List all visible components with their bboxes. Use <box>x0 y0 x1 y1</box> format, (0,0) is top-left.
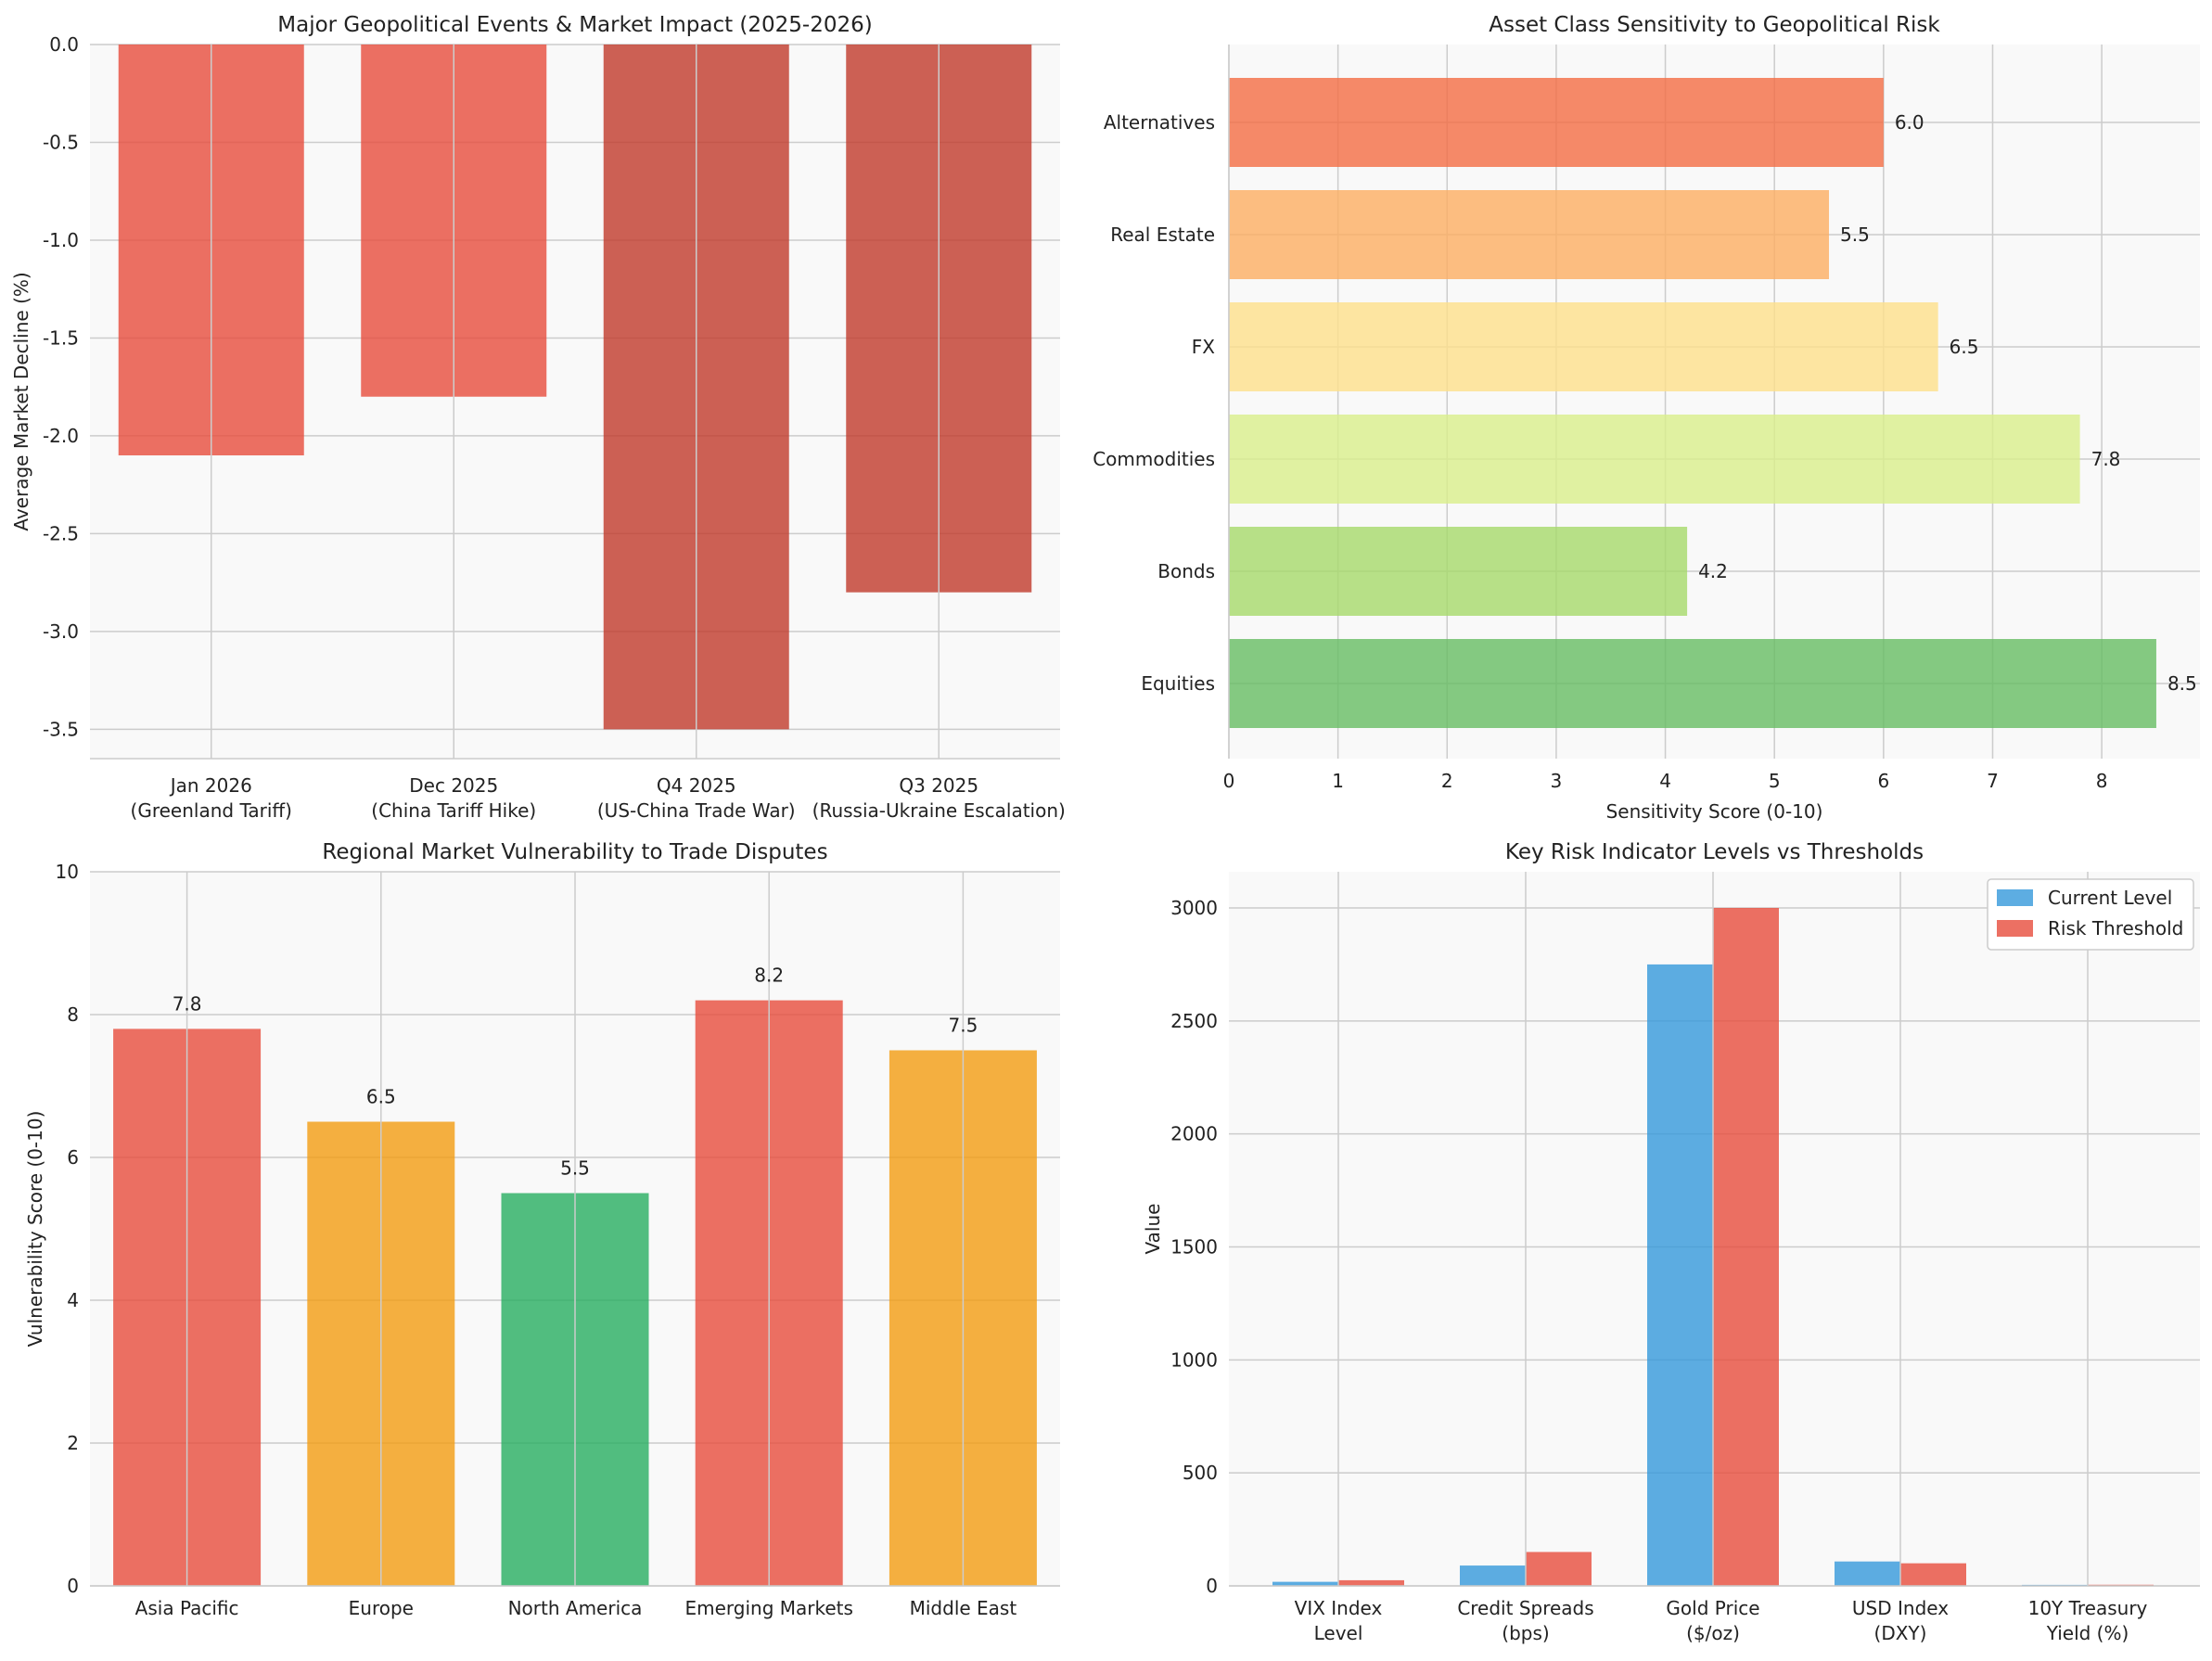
chart-title: Major Geopolitical Events & Market Impac… <box>277 13 872 37</box>
x-tick-label: Dec 2025 (China Tariff Hike) <box>371 774 536 822</box>
value-label: 7.8 <box>173 992 202 1015</box>
x-tick-label: Gold Price ($/oz) <box>1666 1597 1759 1644</box>
y-tick-label: 0 <box>67 1575 79 1597</box>
y-tick-label: 500 <box>1183 1462 1218 1484</box>
x-tick-label: 7 <box>1987 770 1999 792</box>
x-tick-label: VIX Index Level <box>1295 1597 1383 1644</box>
y-tick-label: 10 <box>56 861 79 883</box>
bar-fx <box>1229 302 1938 391</box>
chart-panel-3: 0 2 4 6 8 10 7.8 Asia Pacific 6.5 Europe 5.5 North … <box>24 840 1060 1619</box>
x-tick-label: Asia Pacific <box>135 1597 239 1619</box>
x-axis-label: Sensitivity Score (0-10) <box>1606 800 1823 823</box>
x-tick-label: 1 <box>1332 770 1344 792</box>
bar-alternatives <box>1229 78 1884 167</box>
legend-box <box>1987 878 2194 951</box>
legend-entry: Risk Threshold <box>2048 917 2183 939</box>
x-tick-label: USD Index (DXY) <box>1852 1597 1949 1644</box>
y-tick-label: 1500 <box>1170 1235 1218 1258</box>
x-tick-label: 10Y Treasury Yield (%) <box>2028 1597 2148 1644</box>
chart-panel-4: 0 500 1000 1500 2000 2500 3000 VIX Index Level Cr… <box>1142 840 2200 1644</box>
y-tick-label: -1.0 <box>43 229 79 251</box>
bar-commodities <box>1229 415 2080 504</box>
chart-title: Asset Class Sensitivity to Geopolitical … <box>1489 13 1940 37</box>
x-tick-label: 5 <box>1769 770 1781 792</box>
bar-bonds <box>1229 527 1688 616</box>
x-tick-label: Jan 2026 (Greenland Tariff) <box>131 774 292 822</box>
x-tick-label: Europe <box>349 1597 414 1619</box>
value-label: 5.5 <box>1840 224 1870 246</box>
bar-risk-threshold <box>1338 1579 1404 1586</box>
y-tick-label: -0.5 <box>43 131 79 153</box>
chart-panel-2: 0 1 2 3 4 5 6 7 8 Equities 8.5 Bonds 4.2 Commodities 7… <box>1093 13 2200 823</box>
x-tick-label: Credit Spreads (bps) <box>1457 1597 1593 1644</box>
x-tick-label: North America <box>508 1597 643 1619</box>
x-tick-label: Middle East <box>910 1597 1017 1619</box>
chart-panel-1: 0.0 -0.5 -1.0 -1.5 -2.0 -2.5 -3.0 -3.5 Jan 2026(… <box>10 13 1066 822</box>
legend-swatch <box>1997 889 2033 906</box>
bar-equities <box>1229 639 2156 728</box>
y-tick-label: Equities <box>1141 672 1215 695</box>
x-tick-label: 0 <box>1223 770 1235 792</box>
y-tick-label: Bonds <box>1157 560 1215 582</box>
legend-swatch <box>1997 920 2033 937</box>
y-tick-label: 2 <box>67 1432 79 1454</box>
chart-title: Key Risk Indicator Levels vs Thresholds <box>1505 840 1924 864</box>
x-tick-label: Q3 2025 (Russia-Ukraine Escalation) <box>812 774 1066 822</box>
y-tick-label: -1.5 <box>43 326 79 349</box>
y-tick-label: 2000 <box>1170 1123 1218 1145</box>
y-axis-label: Vulnerability Score (0-10) <box>24 1111 46 1348</box>
value-label: 5.5 <box>560 1157 590 1180</box>
value-label: 6.5 <box>366 1086 396 1108</box>
x-tick-label: Emerging Markets <box>684 1597 852 1619</box>
x-tick-label: 2 <box>1441 770 1453 792</box>
y-tick-label: Real Estate <box>1110 224 1215 246</box>
x-tick-label: 8 <box>2096 770 2108 792</box>
y-tick-label: 0 <box>1206 1575 1218 1597</box>
y-tick-label: 6 <box>67 1146 79 1169</box>
y-tick-label: Commodities <box>1093 448 1215 470</box>
legend-entry: Current Level <box>2048 887 2172 909</box>
value-label: 7.5 <box>948 1015 978 1037</box>
chart-title: Regional Market Vulnerability to Trade D… <box>322 840 827 864</box>
value-label: 6.5 <box>1950 336 1979 358</box>
y-tick-label: -3.5 <box>43 718 79 740</box>
x-tick-label: 3 <box>1551 770 1563 792</box>
value-label: 7.8 <box>2091 448 2121 470</box>
y-tick-label: -2.5 <box>43 522 79 544</box>
bar-current-level <box>1272 1581 1338 1586</box>
y-tick-label: FX <box>1192 336 1216 358</box>
y-axis-label: Average Market Decline (%) <box>10 272 32 530</box>
value-label: 6.0 <box>1895 111 1924 134</box>
value-label: 8.2 <box>754 965 784 987</box>
bar-risk-threshold <box>1526 1552 1592 1586</box>
bar-real-estate <box>1229 190 1830 279</box>
y-tick-label: -2.0 <box>43 425 79 447</box>
x-tick-label: 4 <box>1659 770 1671 792</box>
y-tick-label: 0.0 <box>49 33 79 56</box>
bar-risk-threshold <box>1713 907 1779 1586</box>
bar-risk-threshold <box>1900 1563 1966 1586</box>
y-tick-label: 1000 <box>1170 1348 1218 1371</box>
value-label: 4.2 <box>1698 560 1728 582</box>
legend: Current Level Risk Threshold <box>1987 878 2194 951</box>
bar-current-level <box>1460 1565 1526 1586</box>
value-label: 8.5 <box>2167 672 2197 695</box>
y-tick-label: 4 <box>67 1289 79 1311</box>
y-axis-label: Value <box>1142 1204 1164 1255</box>
x-tick-label: 6 <box>1877 770 1889 792</box>
y-tick-label: -3.0 <box>43 620 79 643</box>
y-tick-label: Alternatives <box>1104 111 1215 134</box>
y-tick-label: 2500 <box>1170 1010 1218 1032</box>
y-tick-label: 3000 <box>1170 897 1218 919</box>
y-tick-label: 8 <box>67 1003 79 1026</box>
bar-current-level <box>1835 1561 1900 1586</box>
bar-current-level <box>1647 964 1713 1586</box>
x-tick-label: Q4 2025 (US-China Trade War) <box>597 774 796 822</box>
